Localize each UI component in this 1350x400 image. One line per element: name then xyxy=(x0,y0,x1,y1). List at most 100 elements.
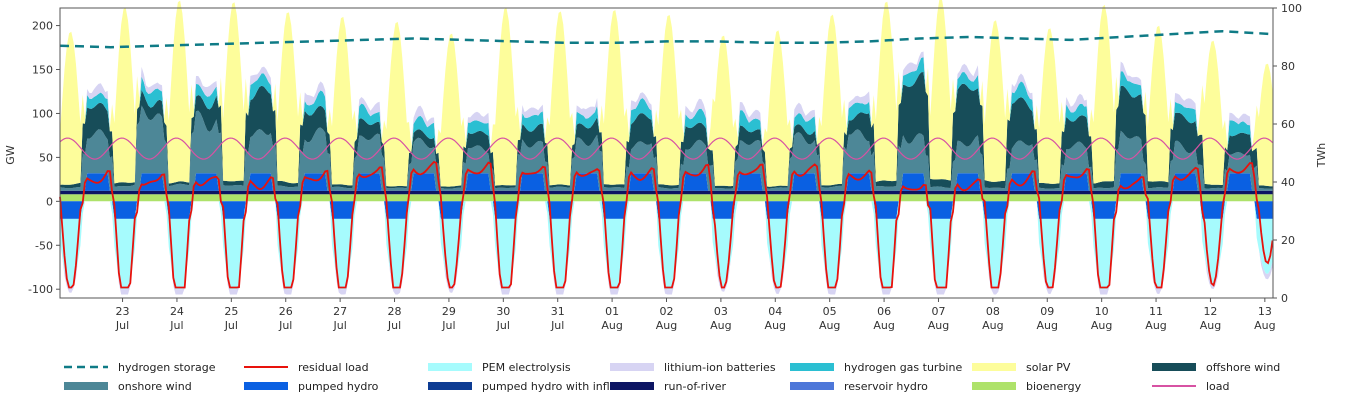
legend-swatch xyxy=(64,379,108,393)
y-left-tick-label: 50 xyxy=(39,151,53,164)
legend-swatch xyxy=(610,360,654,374)
x-tick-month: Aug xyxy=(601,319,622,332)
x-tick-month: Aug xyxy=(710,319,731,332)
y-left-tick-label: -50 xyxy=(35,239,53,252)
y-left-tick-label: 100 xyxy=(32,107,53,120)
x-tick-day: 01 xyxy=(605,305,619,318)
y-right-tick-label: 60 xyxy=(1281,118,1295,131)
area-solar-pv xyxy=(60,0,1273,187)
legend-label: pumped hydro xyxy=(298,379,379,393)
x-tick-month: Jul xyxy=(278,319,292,332)
y-left-tick-label: 200 xyxy=(32,20,53,33)
x-tick-day: 03 xyxy=(714,305,728,318)
x-tick-month: Aug xyxy=(1254,319,1275,332)
y-right-tick-label: 20 xyxy=(1281,234,1295,247)
y-right-tick-label: 0 xyxy=(1281,292,1288,305)
residual-load-line xyxy=(59,160,1274,289)
legend-label: PEM electrolysis xyxy=(482,360,571,374)
x-tick-day: 13 xyxy=(1258,305,1272,318)
legend-swatch xyxy=(428,360,472,374)
x-tick-day: 06 xyxy=(877,305,891,318)
legend-label: pumped hydro with inflow xyxy=(482,379,626,393)
legend-item-reservoir-hydro[interactable]: reservoir hydro xyxy=(790,377,928,395)
load-line xyxy=(59,137,1273,160)
legend-item-pumped-hydro[interactable]: pumped hydro xyxy=(244,377,378,395)
y-right-tick-label: 40 xyxy=(1281,176,1295,189)
x-tick-month: Jul xyxy=(332,319,346,332)
legend-swatch xyxy=(244,360,288,374)
x-tick-day: 31 xyxy=(551,305,565,318)
x-tick-month: Aug xyxy=(873,319,894,332)
legend-label: residual load xyxy=(298,360,369,374)
legend-item-bioenergy[interactable]: bioenergy xyxy=(972,377,1081,395)
x-tick-day: 10 xyxy=(1095,305,1109,318)
legend-label: onshore wind xyxy=(118,379,192,393)
axes: -100-5005010015020002040608010023Jul24Ju… xyxy=(28,2,1302,332)
chart-plot: -100-5005010015020002040608010023Jul24Ju… xyxy=(4,0,1328,332)
legend-label: reservoir hydro xyxy=(844,379,928,393)
x-tick-month: Jul xyxy=(169,319,183,332)
legend-item-run-of-river[interactable]: run-of-river xyxy=(610,377,726,395)
x-tick-day: 25 xyxy=(224,305,238,318)
legend-item-hydrogen-gas-turbine[interactable]: hydrogen gas turbine xyxy=(790,358,962,376)
x-tick-month: Aug xyxy=(1091,319,1112,332)
area-onshore-wind xyxy=(60,105,1273,191)
x-tick-day: 07 xyxy=(931,305,945,318)
x-tick-day: 09 xyxy=(1040,305,1054,318)
legend-swatch xyxy=(244,379,288,393)
legend-item-offshore-wind[interactable]: offshore wind xyxy=(1152,358,1280,376)
legend-label: bioenergy xyxy=(1026,379,1082,393)
y-left-tick-label: 0 xyxy=(46,195,53,208)
area-pem-electrolysis xyxy=(60,201,1273,290)
legend-swatch xyxy=(428,379,472,393)
x-tick-day: 04 xyxy=(768,305,782,318)
legend-label: offshore wind xyxy=(1206,360,1281,374)
legend-label: hydrogen storage xyxy=(118,360,216,374)
legend-item-onshore-wind[interactable]: onshore wind xyxy=(64,377,192,395)
legend-label: load xyxy=(1206,379,1230,393)
x-tick-month: Jul xyxy=(496,319,510,332)
legend-item-load[interactable]: load xyxy=(1152,377,1230,395)
x-tick-day: 28 xyxy=(388,305,402,318)
y-left-tick-label: 150 xyxy=(32,64,53,77)
legend-swatch xyxy=(610,379,654,393)
legend-label: lithium-ion batteries xyxy=(664,360,776,374)
x-tick-day: 29 xyxy=(442,305,456,318)
area-run-of-river xyxy=(60,190,1273,195)
x-tick-day: 23 xyxy=(116,305,130,318)
legend-swatch xyxy=(972,379,1016,393)
legend-swatch xyxy=(1152,360,1196,374)
legend-item-hydrogen-storage[interactable]: hydrogen storage xyxy=(64,358,215,376)
legend-item-pem-electrolysis[interactable]: PEM electrolysis xyxy=(428,358,571,376)
x-tick-day: 30 xyxy=(496,305,510,318)
x-tick-day: 02 xyxy=(660,305,674,318)
x-tick-day: 24 xyxy=(170,305,184,318)
legend-swatch xyxy=(972,360,1016,374)
y-left-tick-label: -100 xyxy=(28,283,53,296)
legend-item-lithium-ion-batteries[interactable]: lithium-ion batteries xyxy=(610,358,776,376)
x-tick-month: Jul xyxy=(387,319,401,332)
legend-item-residual-load[interactable]: residual load xyxy=(244,358,369,376)
x-tick-month: Aug xyxy=(819,319,840,332)
x-tick-month: Jul xyxy=(115,319,129,332)
x-tick-month: Jul xyxy=(224,319,238,332)
legend: hydrogen storage residual load PEM electro… xyxy=(0,356,1350,400)
x-tick-month: Aug xyxy=(1200,319,1221,332)
legend-label: run-of-river xyxy=(664,379,726,393)
legend-swatch xyxy=(64,360,108,374)
legend-item-pumped-hydro-with-inflow[interactable]: pumped hydro with inflow xyxy=(428,377,625,395)
x-tick-day: 11 xyxy=(1149,305,1163,318)
area-pumped-hydro-charge xyxy=(60,201,1273,219)
x-tick-day: 27 xyxy=(333,305,347,318)
legend-label: hydrogen gas turbine xyxy=(844,360,963,374)
y-axis-left-label: GW xyxy=(4,145,17,165)
y-right-tick-label: 80 xyxy=(1281,60,1295,73)
legend-item-solar-pv[interactable]: solar PV xyxy=(972,358,1070,376)
x-tick-day: 08 xyxy=(986,305,1000,318)
x-tick-month: Aug xyxy=(928,319,949,332)
legend-swatch xyxy=(1152,379,1196,393)
x-tick-day: 26 xyxy=(279,305,293,318)
x-tick-month: Aug xyxy=(1037,319,1058,332)
x-tick-day: 05 xyxy=(823,305,837,318)
area-bioenergy xyxy=(60,194,1273,202)
